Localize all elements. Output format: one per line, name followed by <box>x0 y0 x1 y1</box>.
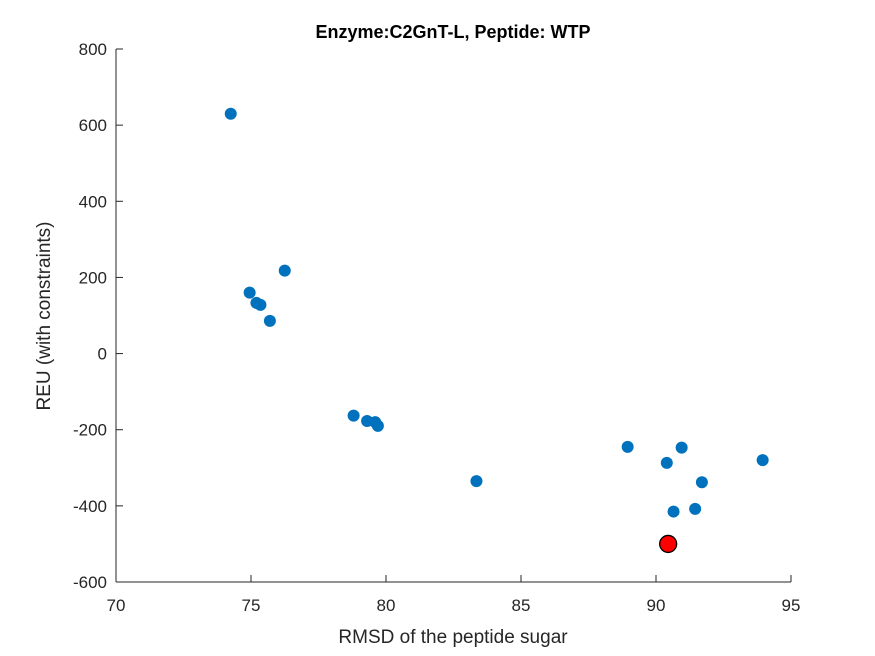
y-tick-label: 0 <box>98 345 107 364</box>
y-axis-label: REU (with constraints) <box>34 222 55 411</box>
data-point <box>695 476 708 489</box>
y-tick-label: 200 <box>79 268 107 287</box>
y-tick-label: 800 <box>79 40 107 59</box>
data-point <box>756 454 769 467</box>
y-tick-label: 600 <box>79 116 107 135</box>
y-tick-label: -400 <box>73 497 107 516</box>
x-tick-label: 85 <box>512 596 531 615</box>
x-axis-ticks: 70 75 80 85 90 95 <box>107 575 801 615</box>
y-tick-label: -600 <box>73 573 107 592</box>
data-point <box>224 107 237 120</box>
data-point <box>675 441 688 454</box>
y-tick-label: 400 <box>79 192 107 211</box>
data-point <box>263 314 276 327</box>
data-point <box>621 440 634 453</box>
data-point <box>243 286 256 299</box>
y-tick-label: -200 <box>73 421 107 440</box>
x-tick-label: 95 <box>782 596 801 615</box>
x-axis-label: RMSD of the peptide sugar <box>338 627 568 648</box>
x-tick-label: 75 <box>242 596 261 615</box>
x-tick-label: 70 <box>107 596 126 615</box>
x-tick-label: 90 <box>647 596 666 615</box>
data-points <box>224 107 769 554</box>
highlighted-data-point <box>659 534 678 554</box>
data-point <box>371 419 384 432</box>
data-point <box>660 456 673 469</box>
data-point <box>347 409 360 422</box>
data-point <box>667 505 680 518</box>
y-axis-ticks: -600 -400 -200 0 200 400 600 800 <box>73 40 123 592</box>
data-point <box>470 475 483 488</box>
axes <box>115 49 791 583</box>
chart-title: Enzyme:C2GnT-L, Peptide: WTP <box>315 22 590 42</box>
x-tick-label: 80 <box>377 596 396 615</box>
data-point <box>254 298 267 311</box>
data-point <box>278 264 291 277</box>
data-point <box>689 502 702 515</box>
